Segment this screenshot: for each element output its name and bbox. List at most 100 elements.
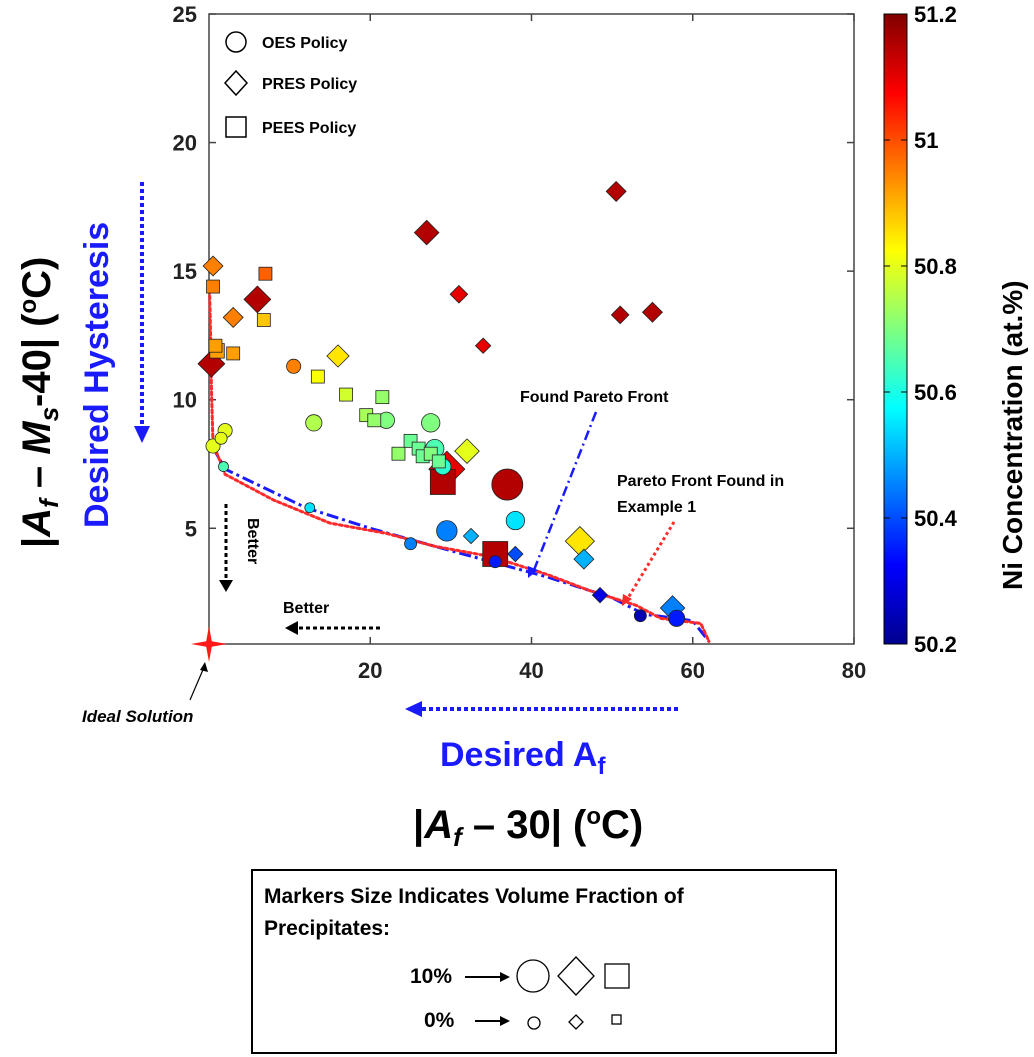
colorbar-tick-label: 50.2 — [914, 632, 957, 657]
pres-point — [507, 545, 524, 563]
colorbar-tick-label: 51 — [914, 128, 938, 153]
pees-point — [375, 390, 390, 405]
better-arrows: Better Better — [219, 504, 380, 635]
y-tick-label: 5 — [185, 516, 197, 541]
colorbar-label: Ni Concentration (at.%) — [997, 280, 1028, 590]
size-note-big-diamond — [557, 956, 595, 996]
marker-size-note: Markers Size Indicates Volume Fraction o… — [251, 869, 837, 1054]
pres-point — [462, 527, 480, 545]
oes-point — [505, 510, 525, 531]
x-tick-label: 60 — [681, 658, 705, 683]
oes-point — [491, 468, 524, 501]
desired-af-arrowhead — [405, 701, 422, 717]
better-horizontal-label: Better — [283, 600, 329, 617]
desired-hysteresis-label: Desired Hysteresis — [78, 222, 116, 528]
oes-point — [286, 358, 302, 374]
oes-point — [304, 502, 316, 514]
size-note-big-circle — [516, 959, 550, 993]
colorbar-tick-label: 51.2 — [914, 2, 957, 27]
oes-point — [421, 413, 441, 433]
legend-diamond-marker — [223, 69, 249, 97]
size-note-box — [251, 869, 837, 1054]
pres-point — [413, 219, 440, 246]
pres-point — [591, 586, 609, 604]
pres-point — [605, 180, 627, 202]
size-note-line2: Precipitates: — [264, 917, 390, 940]
y-axis-label: |Af – Ms-40| (oC) — [15, 257, 64, 548]
size-note-small-circle — [527, 1016, 541, 1030]
colorbar-tick-label: 50.6 — [914, 380, 957, 405]
size-note-big-square — [604, 963, 630, 989]
data-points — [197, 180, 686, 627]
colorbar-tick-label: 50.8 — [914, 254, 957, 279]
axis-ticks: 20 40 60 80 5 10 15 20 25 — [173, 2, 867, 683]
desired-af-annotation: Desired Af — [405, 701, 678, 780]
pres-point — [197, 349, 226, 378]
size-note-line1: Markers Size Indicates Volume Fraction o… — [264, 885, 685, 908]
size-note-small-label: 0% — [424, 1009, 455, 1032]
desired-hysteresis-arrowhead — [134, 426, 150, 443]
example1-label-line2: Example 1 — [617, 499, 696, 516]
legend-circle-marker — [225, 31, 247, 53]
y-tick-label: 20 — [173, 131, 197, 156]
pres-point — [573, 548, 595, 570]
pres-point — [222, 306, 244, 328]
legend-label-pres: PRES Policy — [262, 76, 357, 93]
ideal-solution-marker: Ideal Solution — [82, 626, 227, 726]
size-note-big-arrowhead — [500, 972, 510, 982]
size-note-big-label: 10% — [410, 965, 452, 988]
pees-point — [226, 346, 241, 361]
pres-point — [610, 305, 630, 325]
pees-point — [208, 338, 223, 353]
pres-point — [641, 301, 663, 323]
pees-point — [256, 313, 271, 327]
x-tick-label: 20 — [358, 658, 382, 683]
ideal-solution-arrow — [189, 664, 206, 701]
better-down-arrowhead — [219, 580, 233, 592]
pres-point — [326, 344, 350, 368]
oes-point — [214, 431, 228, 445]
oes-point — [404, 537, 418, 551]
colorbar-gradient — [883, 13, 908, 645]
ideal-solution-star — [191, 626, 227, 662]
size-note-small-arrowhead — [500, 1016, 510, 1026]
pres-point — [243, 285, 272, 314]
pres-point — [474, 337, 492, 354]
x-tick-label: 40 — [519, 658, 543, 683]
better-left-arrowhead — [285, 621, 298, 635]
colorbar-ticks: 50.2 50.4 50.6 50.8 51 51.2 — [884, 2, 958, 657]
curve-annotations: Found Pareto Front Pareto Front Found in… — [520, 389, 784, 606]
legend-label-pees: PEES Policy — [262, 120, 356, 137]
found-pareto-pointer — [532, 411, 598, 571]
example1-pointer — [626, 521, 676, 599]
oes-point — [218, 461, 229, 472]
legend-square-marker — [225, 116, 247, 138]
pees-point — [391, 446, 406, 461]
y-tick-label: 10 — [173, 388, 197, 413]
desired-hysteresis-annotation: Desired Hysteresis — [78, 182, 150, 528]
pees-point — [339, 387, 353, 402]
y-tick-label: 25 — [173, 2, 197, 27]
oes-point — [305, 414, 323, 432]
example1-label-line1: Pareto Front Found in — [617, 473, 784, 490]
plot-area — [208, 13, 855, 645]
pees-point — [310, 369, 325, 384]
size-note-small-square — [611, 1014, 622, 1025]
size-note-small-diamond — [568, 1014, 584, 1030]
pres-point — [202, 255, 224, 277]
x-tick-label: 80 — [842, 658, 866, 683]
oes-point — [436, 520, 458, 542]
colorbar-tick-label: 50.4 — [914, 506, 958, 531]
pres-point — [454, 438, 480, 464]
better-vertical-label: Better — [244, 518, 261, 564]
ideal-solution-arrowhead — [200, 662, 208, 672]
oes-point — [668, 609, 686, 627]
policy-legend: OES Policy PRES Policy PEES Policy — [223, 31, 357, 138]
found-pareto-label: Found Pareto Front — [520, 389, 669, 406]
pees-point — [431, 454, 446, 469]
desired-af-label: Desired Af — [440, 736, 606, 780]
oes-point — [633, 609, 647, 623]
example1-arrowhead — [622, 594, 632, 606]
colorbar: 50.2 50.4 50.6 50.8 51 51.2 Ni Concentration … — [883, 2, 1028, 657]
oes-point — [488, 555, 502, 569]
